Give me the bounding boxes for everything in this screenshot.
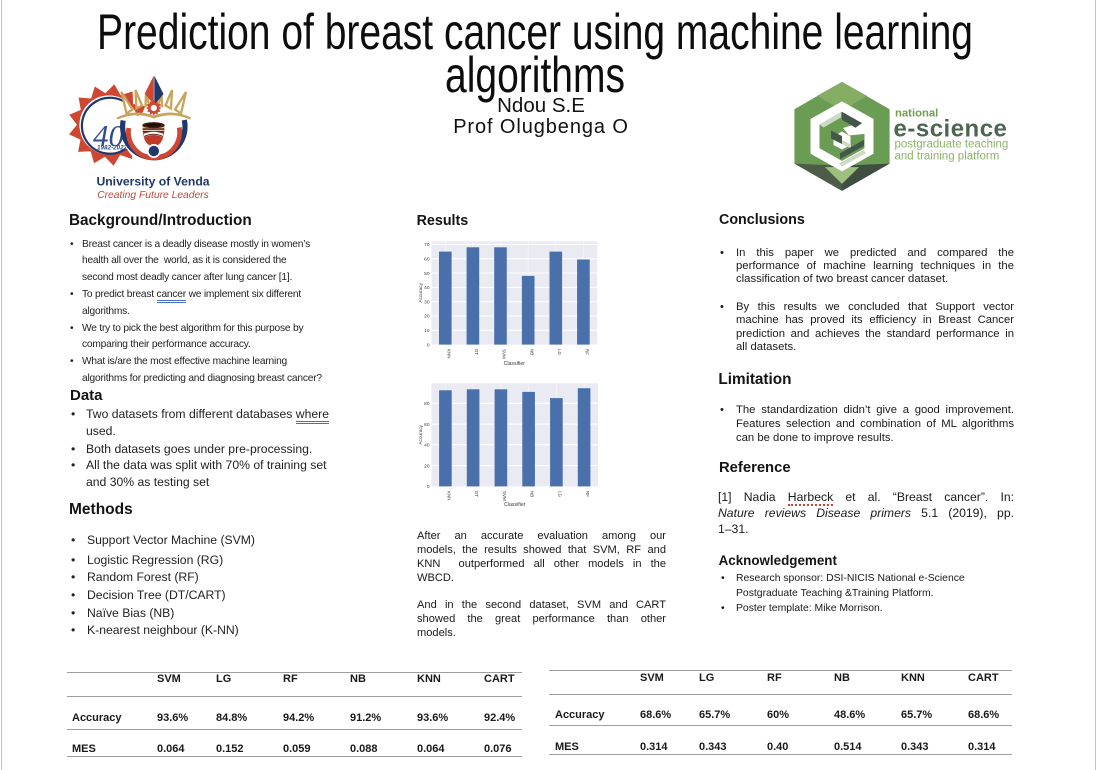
svg-text:KNN: KNN [446,349,451,359]
svg-text:30: 30 [424,299,430,305]
svg-text:KNN: KNN [447,491,452,501]
svg-text:e-science: e-science [894,116,1008,143]
svg-text:NB: NB [529,349,534,355]
svg-text:70: 70 [424,242,430,248]
svg-text:0: 0 [427,484,430,490]
svg-text:LG: LG [558,491,563,498]
svg-text:Creating Future Leaders: Creating Future Leaders [97,190,209,201]
svg-text:40: 40 [93,118,125,153]
svg-text:40: 40 [424,285,430,291]
svg-text:and training platform: and training platform [895,151,1000,163]
svg-text:Classifier: Classifier [504,361,526,367]
svg-text:40: 40 [424,443,430,449]
svg-text:10: 10 [424,328,430,334]
svg-text:Accuracy: Accuracy [418,282,424,302]
svg-text:SVM: SVM [502,491,507,501]
svg-text:postgraduate teaching: postgraduate teaching [895,139,1009,151]
svg-text:80: 80 [424,401,430,407]
svg-text:60: 60 [424,256,430,262]
svg-text:20: 20 [424,314,430,320]
svg-text:50: 50 [424,271,430,277]
svg-text:Accuracy: Accuracy [418,424,424,444]
svg-text:Classifier: Classifier [504,502,526,508]
svg-text:DT: DT [474,491,479,497]
svg-text:DT: DT [474,349,479,355]
svg-text:20: 20 [424,463,430,469]
svg-text:1982-2022: 1982-2022 [97,145,128,152]
svg-text:RF: RF [585,491,590,497]
svg-text:LG: LG [557,349,562,356]
svg-text:RF: RF [585,349,590,355]
svg-text:SVM: SVM [502,349,507,359]
svg-text:0: 0 [427,342,430,348]
svg-text:NB: NB [530,491,535,497]
svg-text:University of Venda: University of Venda [96,175,209,189]
svg-text:60: 60 [424,422,430,428]
svg-text:national: national [895,108,938,120]
